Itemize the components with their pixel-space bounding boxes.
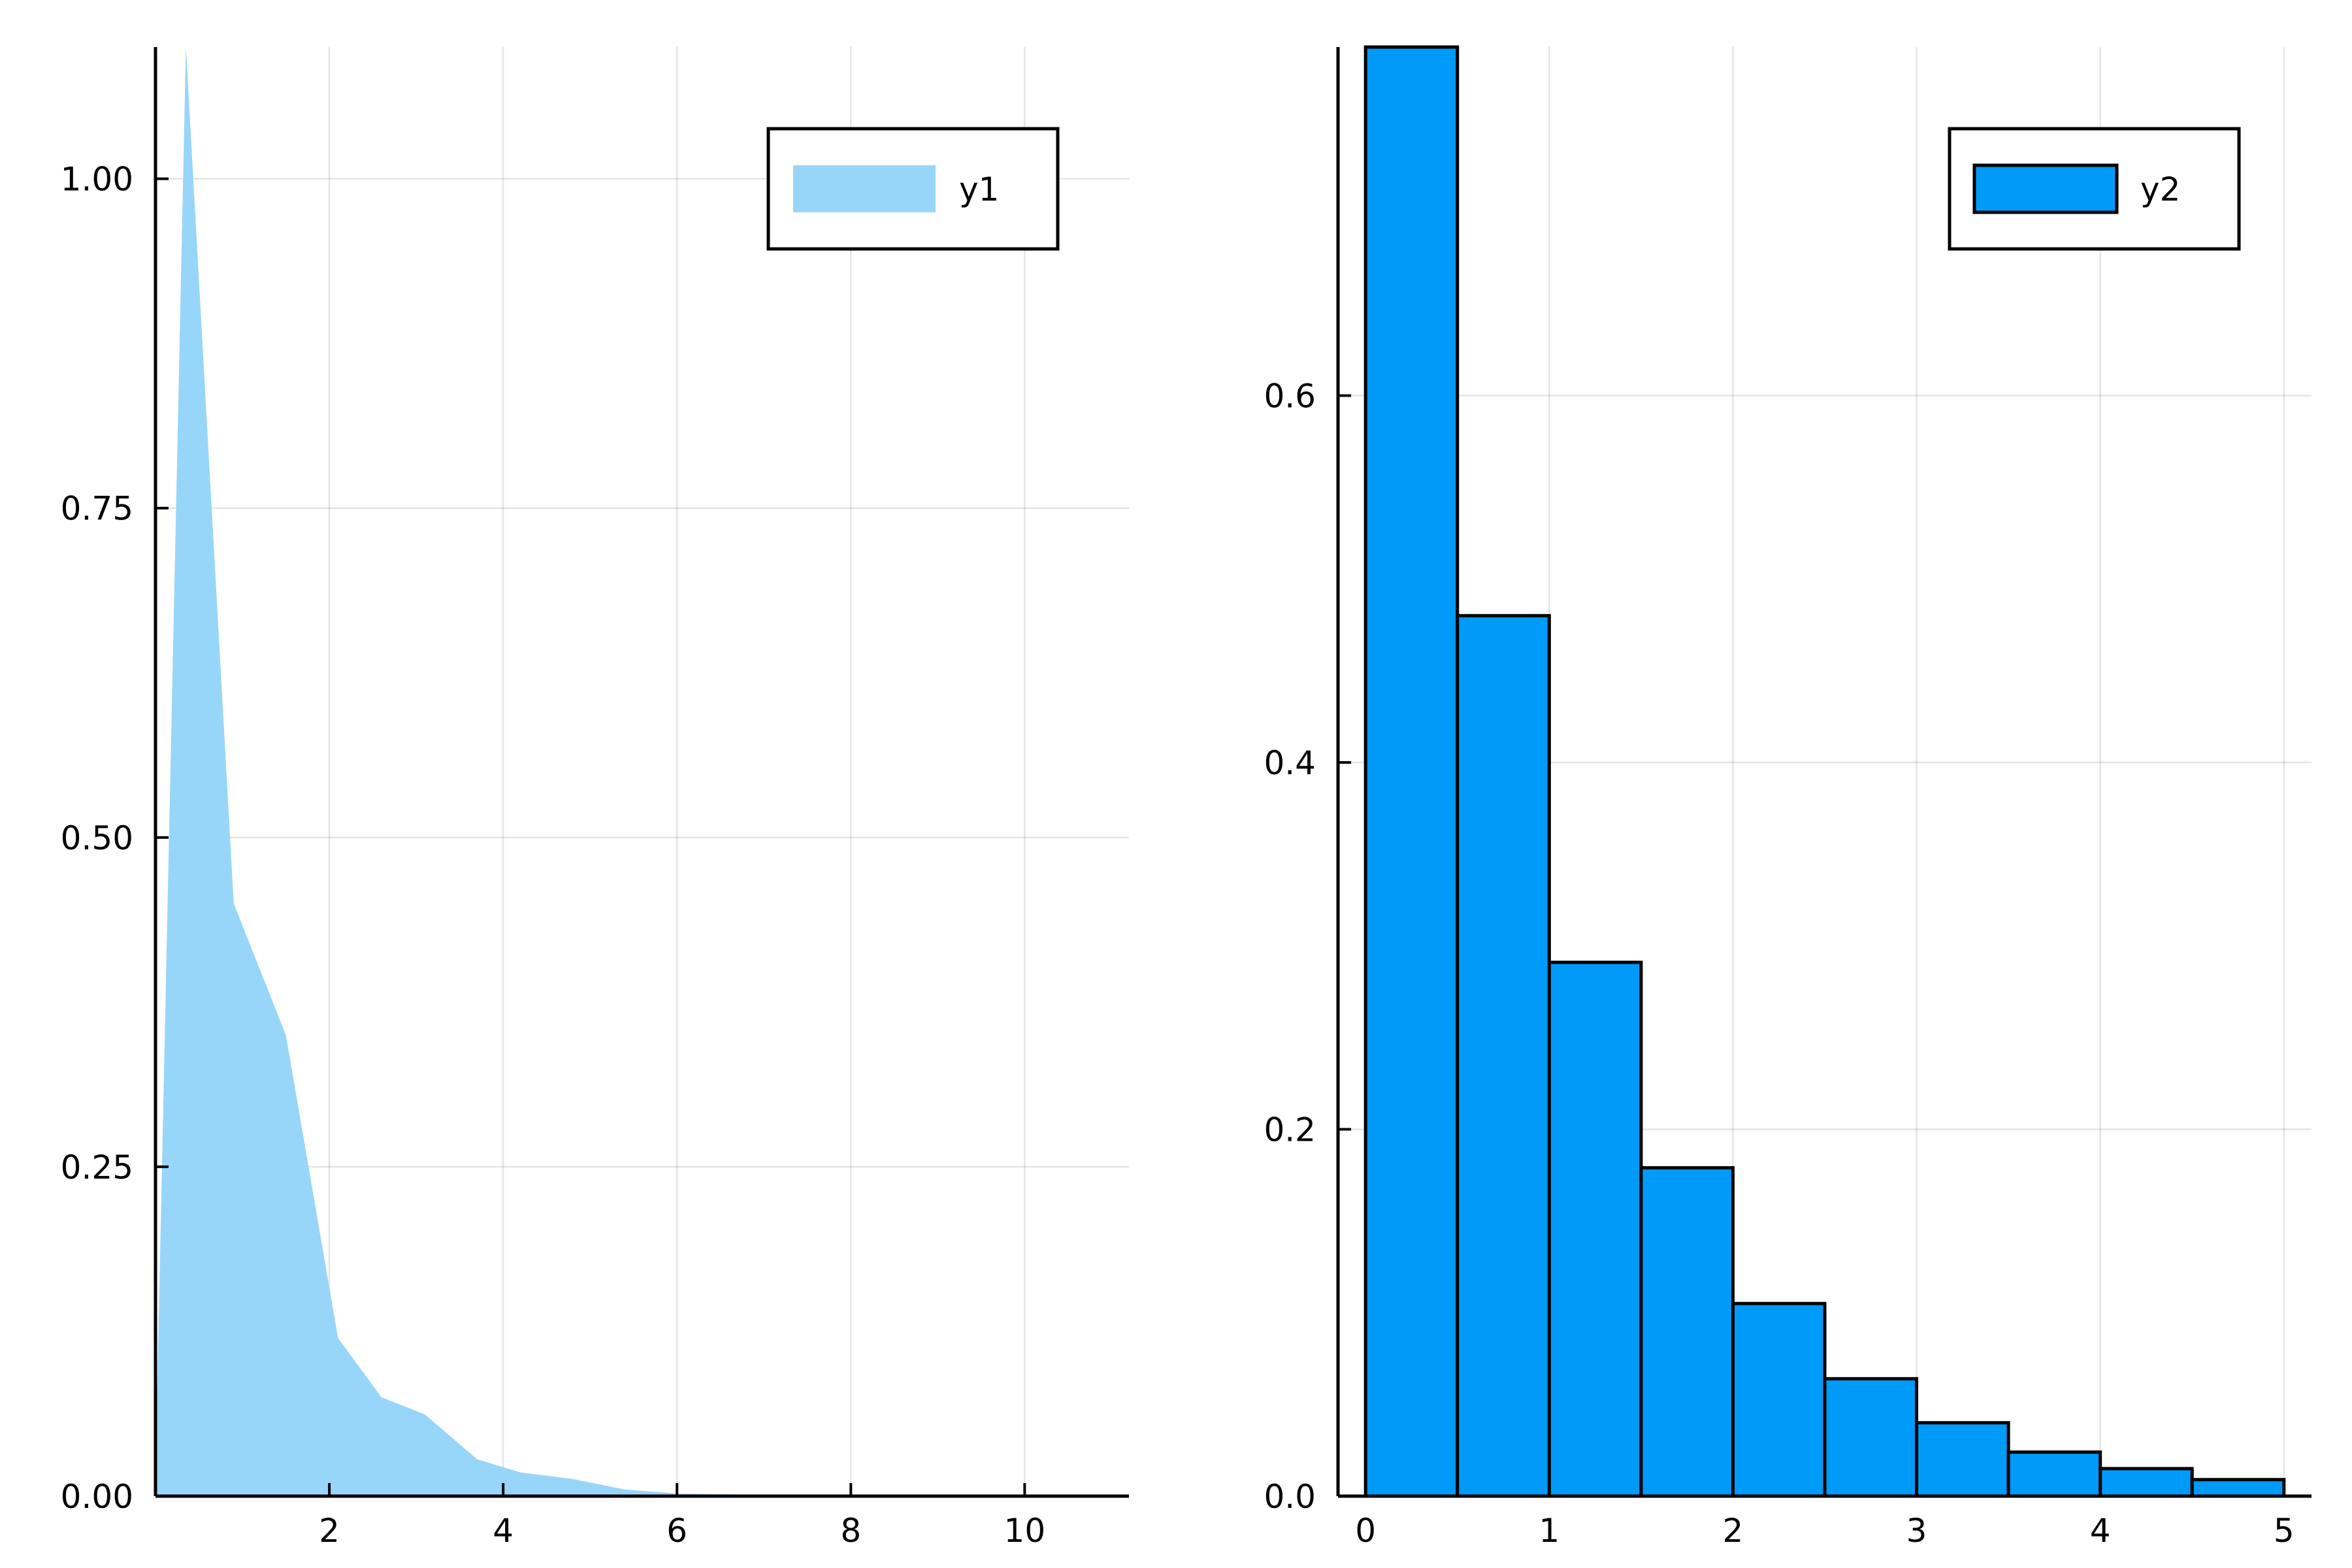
area-fill: [155, 47, 1112, 1496]
y-tick-label: 0.25: [61, 1149, 133, 1186]
histogram-bar: [2006, 1450, 2102, 1498]
axes: [154, 47, 1129, 1498]
y-tick-label: 1.00: [61, 161, 133, 199]
axes: [1336, 47, 2311, 1498]
x-tick-label: 3: [1906, 1512, 1927, 1550]
histogram-bar: [1364, 45, 1460, 1498]
y-tick-label: 0.75: [61, 490, 133, 528]
y-tick-label: 0.00: [61, 1478, 133, 1516]
area-series: [155, 47, 1112, 1496]
x-tick-label: 10: [1004, 1512, 1046, 1550]
x-tick-label: 6: [666, 1512, 687, 1550]
histogram-bar: [1915, 1421, 2010, 1498]
histogram-bar: [1731, 1301, 1827, 1498]
x-tick-label: 1: [1539, 1512, 1560, 1550]
x-tick-label: 4: [493, 1512, 514, 1550]
x-tick-label: 4: [2090, 1512, 2111, 1550]
x-tick-label: 2: [319, 1512, 340, 1550]
histogram-bar: [1547, 960, 1643, 1498]
histogram-panel: 0 1 2 3 4 5 0.0 0.2 0.4 0.6 y2: [1264, 45, 2311, 1550]
histogram-bar: [1823, 1377, 1919, 1498]
histogram-bar: [1456, 613, 1551, 1498]
legend-swatch: [793, 165, 936, 212]
y-tick-label: 0.4: [1264, 744, 1316, 782]
y-axis-ticks: 0.0 0.2 0.4 0.6: [1264, 377, 1351, 1516]
histogram-bar: [2099, 1467, 2194, 1498]
area-chart-panel: 2 4 6 8 10 0.00 0.25 0.50 0.75 1.00 y1: [61, 47, 1129, 1550]
legend-label: y1: [959, 171, 999, 208]
x-tick-label: 8: [840, 1512, 861, 1550]
x-tick-label: 0: [1355, 1512, 1376, 1550]
x-axis-ticks: 2 4 6 8 10: [319, 1483, 1045, 1550]
y-axis-ticks: 0.00 0.25 0.50 0.75 1.00: [61, 161, 169, 1516]
legend-swatch: [1972, 163, 2119, 214]
y-tick-label: 0.2: [1264, 1111, 1316, 1149]
legend: y2: [1948, 127, 2241, 251]
x-axis-ticks: 0 1 2 3 4 5: [1355, 1483, 2295, 1550]
histogram-bar: [2190, 1478, 2286, 1498]
y-tick-label: 0.50: [61, 819, 133, 857]
y-tick-label: 0.6: [1264, 377, 1316, 415]
x-tick-label: 2: [1723, 1512, 1744, 1550]
legend-label: y2: [2140, 171, 2180, 208]
histogram-bar: [1639, 1166, 1735, 1498]
histogram-bars: [1364, 45, 2286, 1498]
y-tick-label: 0.0: [1264, 1478, 1316, 1516]
x-tick-label: 5: [2274, 1512, 2295, 1550]
legend: y1: [766, 127, 1060, 251]
